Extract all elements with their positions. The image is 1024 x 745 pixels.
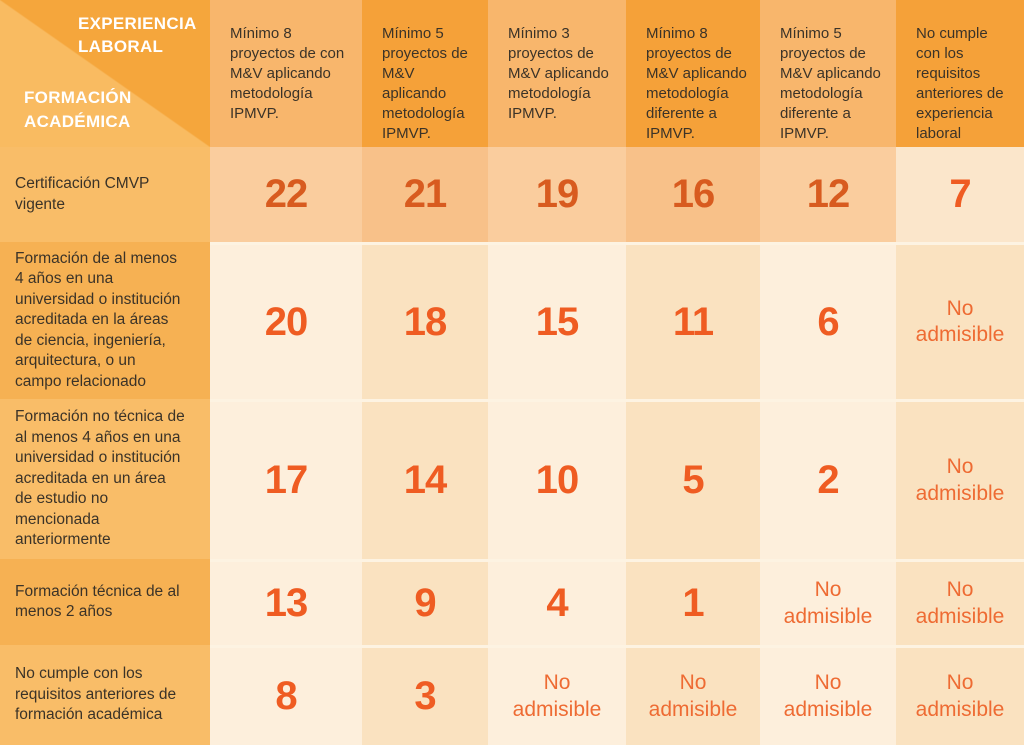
- score-value: 18: [403, 299, 447, 344]
- score-value: 2: [817, 458, 839, 502]
- score-cell: 13: [210, 559, 362, 645]
- row-label: Formación técnica de al menos 2 años: [0, 559, 210, 645]
- score-cell: No admisible: [488, 645, 626, 745]
- score-cell: No admisible: [896, 242, 1024, 399]
- score-value: 1: [682, 581, 704, 625]
- corner-cell: EXPERIENCIA LABORAL FORMACIÓN ACADÉMICA: [0, 0, 210, 147]
- formacion-academica-label: FORMACIÓN ACADÉMICA: [24, 88, 132, 131]
- score-value: No admisible: [783, 671, 873, 721]
- score-cell: 16: [626, 147, 760, 242]
- score-cell: 17: [210, 399, 362, 559]
- score-cell: 8: [210, 645, 362, 745]
- header-row: EXPERIENCIA LABORAL FORMACIÓN ACADÉMICA …: [0, 0, 1024, 147]
- score-value: 17: [264, 458, 308, 502]
- score-cell: 15: [488, 242, 626, 399]
- table-row: Formación de al menos 4 años en una univ…: [0, 242, 1024, 399]
- score-cell: 5: [626, 399, 760, 559]
- score-cell: 12: [760, 147, 896, 242]
- score-cell: 14: [362, 399, 488, 559]
- score-cell: No admisible: [896, 559, 1024, 645]
- score-cell: 9: [362, 559, 488, 645]
- score-cell: No admisible: [626, 645, 760, 745]
- column-header: Mínimo 8 proyectos de con M&V aplicando …: [210, 0, 362, 147]
- score-cell: 4: [488, 559, 626, 645]
- score-value: 4: [546, 581, 568, 625]
- score-cell: 1: [626, 559, 760, 645]
- score-value: 5: [682, 458, 704, 502]
- score-value: 12: [806, 172, 850, 216]
- score-cell: 20: [210, 242, 362, 399]
- table-row: No cumple con los requisitos anteriores …: [0, 645, 1024, 745]
- table-row: Formación no técnica de al menos 4 años …: [0, 399, 1024, 559]
- score-value: 15: [535, 299, 579, 344]
- score-value: 3: [414, 674, 436, 718]
- score-cell: 18: [362, 242, 488, 399]
- row-label: Formación no técnica de al menos 4 años …: [0, 399, 210, 559]
- score-cell: No admisible: [896, 399, 1024, 559]
- score-cell: 22: [210, 147, 362, 242]
- score-value: 13: [264, 581, 308, 625]
- row-label: Formación de al menos 4 años en una univ…: [0, 242, 210, 399]
- table-row: Certificación CMVP vigente 22 21 19 16 1…: [0, 147, 1024, 242]
- score-value: No admisible: [915, 671, 1005, 721]
- score-cell: 10: [488, 399, 626, 559]
- score-cell: 3: [362, 645, 488, 745]
- row-label: Certificación CMVP vigente: [0, 147, 210, 242]
- column-header: Mínimo 5 proyectos de M&V aplicando meto…: [362, 0, 488, 147]
- score-value: No admisible: [783, 578, 873, 628]
- score-cell: 19: [488, 147, 626, 242]
- score-value: 16: [671, 172, 715, 216]
- score-value: No admisible: [915, 455, 1005, 505]
- score-value: 20: [264, 299, 308, 344]
- score-cell: 21: [362, 147, 488, 242]
- column-header: Mínimo 5 proyectos de M&V aplicando meto…: [760, 0, 896, 147]
- score-value: No admisible: [648, 671, 738, 721]
- score-value: 14: [403, 458, 447, 502]
- score-value: 21: [403, 172, 447, 216]
- score-cell: 2: [760, 399, 896, 559]
- score-cell: No admisible: [896, 645, 1024, 745]
- score-value: No admisible: [915, 296, 1005, 346]
- score-cell: 7: [896, 147, 1024, 242]
- score-value: No admisible: [512, 671, 602, 721]
- table-row: Formación técnica de al menos 2 años 13 …: [0, 559, 1024, 645]
- column-header: Mínimo 3 proyectos de M&V aplicando meto…: [488, 0, 626, 147]
- score-value: 7: [949, 172, 971, 216]
- score-value: No admisible: [915, 578, 1005, 628]
- score-value: 22: [264, 172, 308, 216]
- column-header: No cumple con los requisitos anteriores …: [896, 0, 1024, 147]
- score-value: 10: [535, 458, 579, 502]
- score-value: 6: [817, 299, 839, 344]
- score-cell: 6: [760, 242, 896, 399]
- score-value: 11: [672, 299, 714, 344]
- score-cell: No admisible: [760, 559, 896, 645]
- column-header: Mínimo 8 proyectos de M&V aplicando meto…: [626, 0, 760, 147]
- score-cell: 11: [626, 242, 760, 399]
- score-value: 19: [535, 172, 579, 216]
- experiencia-laboral-label: EXPERIENCIA LABORAL: [78, 14, 197, 57]
- score-value: 9: [414, 581, 436, 625]
- score-value: 8: [275, 674, 297, 718]
- row-label: No cumple con los requisitos anteriores …: [0, 645, 210, 745]
- score-cell: No admisible: [760, 645, 896, 745]
